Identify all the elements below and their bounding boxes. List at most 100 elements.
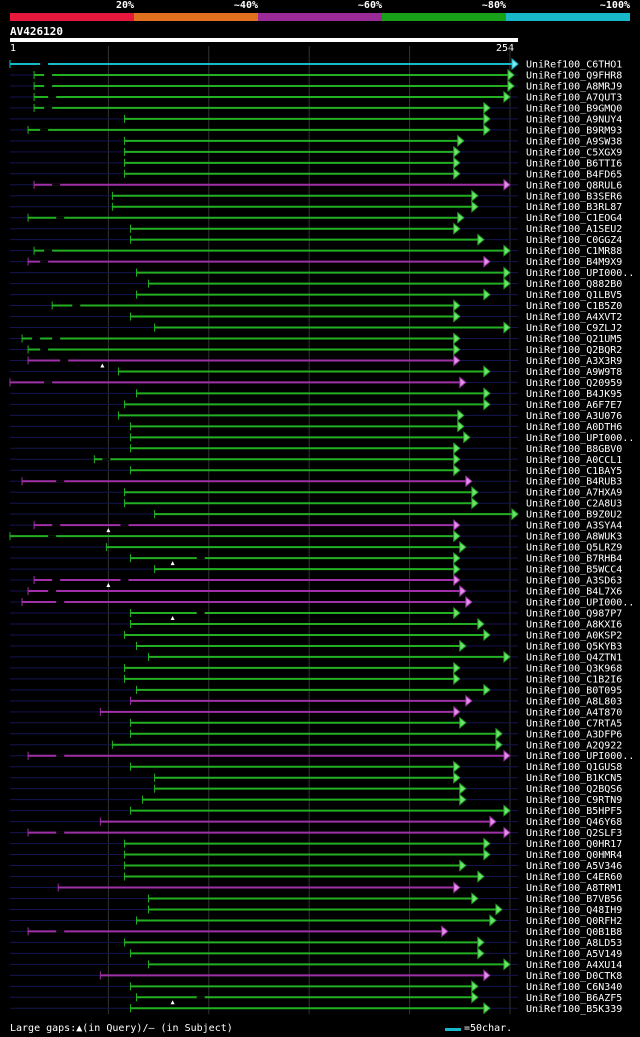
hit-end-arrow — [457, 211, 465, 224]
hit-end-arrow — [471, 189, 479, 202]
hit-end-arrow — [483, 112, 491, 125]
hit-label: UniRef100_Q4ZTN1 — [526, 652, 622, 663]
hit-label: UniRef100_Q2SLF3 — [526, 828, 622, 839]
hit-label: UniRef100_UPI000.. — [526, 268, 634, 279]
hit-end-arrow — [483, 123, 491, 136]
hit-end-arrow — [503, 277, 511, 290]
hit-label: UniRef100_B4L7X6 — [526, 587, 622, 598]
hit-end-arrow — [471, 200, 479, 213]
hit-end-arrow — [477, 617, 485, 631]
hit-end-arrow — [457, 409, 465, 422]
hit-label: UniRef100_B4RUB3 — [526, 477, 622, 488]
hit-label: UniRef100_Q8RUL6 — [526, 180, 622, 191]
scale-label: =50char. — [464, 1023, 513, 1034]
hit-end-arrow — [459, 541, 467, 554]
hit-label: UniRef100_Q46Y68 — [526, 817, 622, 828]
hit-label: UniRef100_A8KXI6 — [526, 619, 622, 630]
hit-end-arrow — [471, 980, 479, 993]
hit-end-arrow — [453, 332, 461, 345]
hit-label: UniRef100_B4JK95 — [526, 389, 622, 400]
hit-label: UniRef100_B9GMQ0 — [526, 103, 622, 114]
hit-label: UniRef100_A3X3R9 — [526, 356, 622, 367]
hit-end-arrow — [457, 134, 465, 147]
hit-end-arrow — [453, 760, 461, 773]
hit-label: UniRef100_C9ZLJ2 — [526, 323, 622, 334]
hit-end-arrow — [503, 178, 511, 191]
hit-end-arrow — [453, 145, 461, 158]
hit-end-arrow — [453, 453, 461, 466]
hit-end-arrow — [503, 826, 511, 839]
hit-label: UniRef100_A8TRM1 — [526, 883, 622, 894]
hit-label: UniRef100_Q0HMR4 — [526, 850, 622, 861]
hit-label: UniRef100_Q0HR17 — [526, 839, 622, 850]
hit-end-arrow — [503, 90, 511, 104]
hit-label: UniRef100_B6AZF5 — [526, 993, 622, 1004]
legend-swatch-60 — [258, 13, 382, 21]
query-gap-marker — [106, 583, 111, 588]
hit-end-arrow — [477, 233, 485, 246]
hit-end-arrow — [453, 552, 461, 565]
query-name: AV426120 — [10, 25, 63, 38]
hit-label: UniRef100_C5XGX9 — [526, 147, 622, 158]
hit-label: UniRef100_D0CTK8 — [526, 971, 622, 982]
hit-label: UniRef100_B0T095 — [526, 685, 622, 696]
hit-end-arrow — [453, 299, 461, 312]
scale-bar — [445, 1028, 461, 1031]
hit-end-arrow — [453, 156, 461, 169]
legend-label-20: 20% — [115, 0, 134, 11]
hit-label: UniRef100_C6N340 — [526, 982, 622, 993]
hit-end-arrow — [453, 881, 461, 894]
hit-label: UniRef100_A4T870 — [526, 707, 622, 718]
hit-end-arrow — [511, 57, 519, 71]
hit-end-arrow — [459, 793, 467, 806]
hit-label: UniRef100_A8L803 — [526, 696, 622, 707]
hit-end-arrow — [453, 705, 461, 718]
hit-end-arrow — [453, 771, 461, 784]
hit-end-arrow — [465, 475, 473, 488]
hit-label: UniRef100_C0GGZ4 — [526, 235, 622, 246]
hit-label: UniRef100_A3SD63 — [526, 576, 622, 587]
hit-label: UniRef100_Q882B0 — [526, 279, 622, 290]
hit-end-arrow — [483, 837, 491, 850]
hit-end-arrow — [453, 573, 461, 587]
hit-label: UniRef100_C4ER60 — [526, 872, 622, 883]
hit-end-arrow — [459, 639, 467, 653]
hit-end-arrow — [483, 387, 491, 400]
hit-end-arrow — [463, 431, 471, 444]
hit-label: UniRef100_C2A8U3 — [526, 499, 622, 510]
hit-end-arrow — [453, 464, 461, 477]
hit-end-arrow — [483, 969, 491, 982]
hit-label: UniRef100_B5HPF5 — [526, 806, 622, 817]
hit-label: UniRef100_A6F7E7 — [526, 400, 622, 411]
hit-end-arrow — [495, 727, 503, 740]
hit-label: UniRef100_A9SW38 — [526, 136, 622, 147]
axis-end-label: 254 — [496, 43, 515, 54]
hit-label: UniRef100_A7QUT3 — [526, 92, 622, 103]
hit-label: UniRef100_A0CCL1 — [526, 455, 622, 466]
hit-end-arrow — [471, 991, 479, 1004]
hit-label: UniRef100_C1EOG4 — [526, 213, 622, 224]
hit-end-arrow — [483, 398, 491, 411]
hit-end-arrow — [495, 903, 503, 916]
query-bar — [10, 38, 518, 42]
hit-end-arrow — [503, 958, 511, 971]
hit-label: UniRef100_A4XVT2 — [526, 312, 622, 323]
hit-label: UniRef100_C6THO1 — [526, 60, 622, 71]
hit-label: UniRef100_Q48IH9 — [526, 905, 622, 916]
hit-label: UniRef100_Q0RFH2 — [526, 916, 622, 927]
hit-label: UniRef100_A9NUY4 — [526, 114, 622, 125]
hit-label: UniRef100_B5K339 — [526, 1004, 622, 1015]
hit-end-arrow — [459, 716, 467, 729]
hit-label: UniRef100_A9W9T8 — [526, 367, 622, 378]
hit-end-arrow — [453, 672, 461, 685]
hit-label: UniRef100_B1KCN5 — [526, 773, 622, 784]
hit-label: UniRef100_Q21UM5 — [526, 334, 622, 345]
hit-end-arrow — [453, 167, 461, 180]
hit-label: UniRef100_A0KSP2 — [526, 630, 622, 641]
query-gap-marker — [170, 1000, 175, 1005]
hit-label: UniRef100_C1MR88 — [526, 246, 622, 257]
hit-end-arrow — [453, 563, 461, 576]
hit-end-arrow — [483, 628, 491, 642]
hit-label: UniRef100_A3DFP6 — [526, 729, 622, 740]
